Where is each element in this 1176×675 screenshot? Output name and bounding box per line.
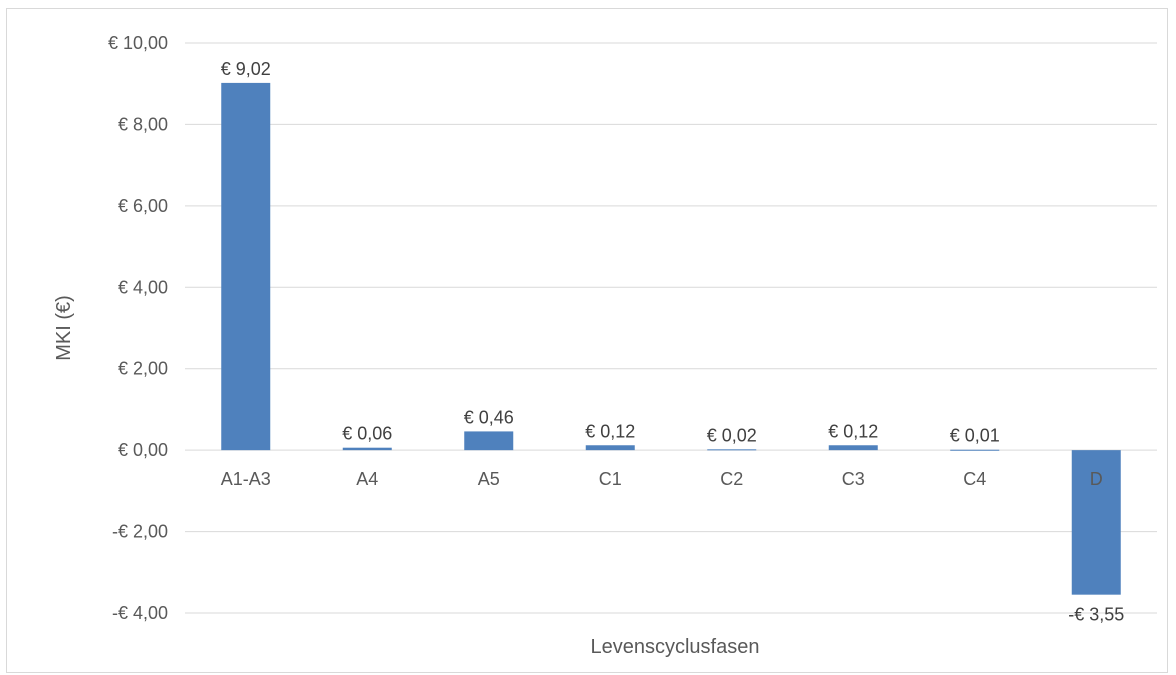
- bar: [585, 445, 635, 451]
- data-label: € 0,12: [585, 421, 635, 441]
- gridlines: [185, 42, 1157, 614]
- bar: [828, 445, 878, 451]
- bar: [342, 447, 392, 451]
- bars: [221, 82, 1121, 595]
- y-tick-label: € 0,00: [118, 440, 168, 460]
- category-label: A4: [356, 469, 378, 489]
- bar: [1071, 450, 1121, 595]
- category-label: C3: [842, 469, 865, 489]
- category-label: C2: [720, 469, 743, 489]
- bar: [464, 431, 514, 451]
- data-label: € 0,02: [707, 425, 757, 445]
- chart-frame: [6, 8, 1168, 673]
- y-tick-label: € 2,00: [118, 359, 168, 379]
- x-axis-title: Levenscyclusfasen: [591, 636, 760, 658]
- data-label: -€ 3,55: [1068, 605, 1124, 625]
- y-tick-label: € 6,00: [118, 196, 168, 216]
- bar: [950, 449, 1000, 451]
- y-tick-label: € 8,00: [118, 114, 168, 134]
- y-tick-label: -€ 2,00: [112, 522, 168, 542]
- data-label: € 0,12: [828, 421, 878, 441]
- category-label: C4: [963, 469, 986, 489]
- category-label: D: [1090, 469, 1103, 489]
- data-label: € 0,46: [464, 407, 514, 427]
- category-label: A1-A3: [221, 469, 271, 489]
- y-axis-title: MKI (€): [53, 295, 75, 361]
- y-axis-tick-labels: € 10,00 € 8,00 € 6,00 € 4,00 € 2,00 € 0,00 -€ …: [108, 33, 168, 623]
- data-label: € 9,02: [221, 59, 271, 79]
- y-tick-label: € 10,00: [108, 33, 168, 53]
- y-tick-label: -€ 4,00: [112, 603, 168, 623]
- y-tick-label: € 4,00: [118, 277, 168, 297]
- category-label: A5: [478, 469, 500, 489]
- data-label: € 0,06: [342, 424, 392, 444]
- data-labels: € 9,02 € 0,06 € 0,46 € 0,12 € 0,02 € 0,12 € 0,…: [221, 59, 1125, 625]
- bar: [707, 449, 757, 451]
- x-axis-category-labels: A1-A3 A4 A5 C1 C2 C3 C4 D: [221, 469, 1103, 489]
- data-label: € 0,01: [950, 426, 1000, 446]
- bar: [221, 82, 271, 451]
- category-label: C1: [599, 469, 622, 489]
